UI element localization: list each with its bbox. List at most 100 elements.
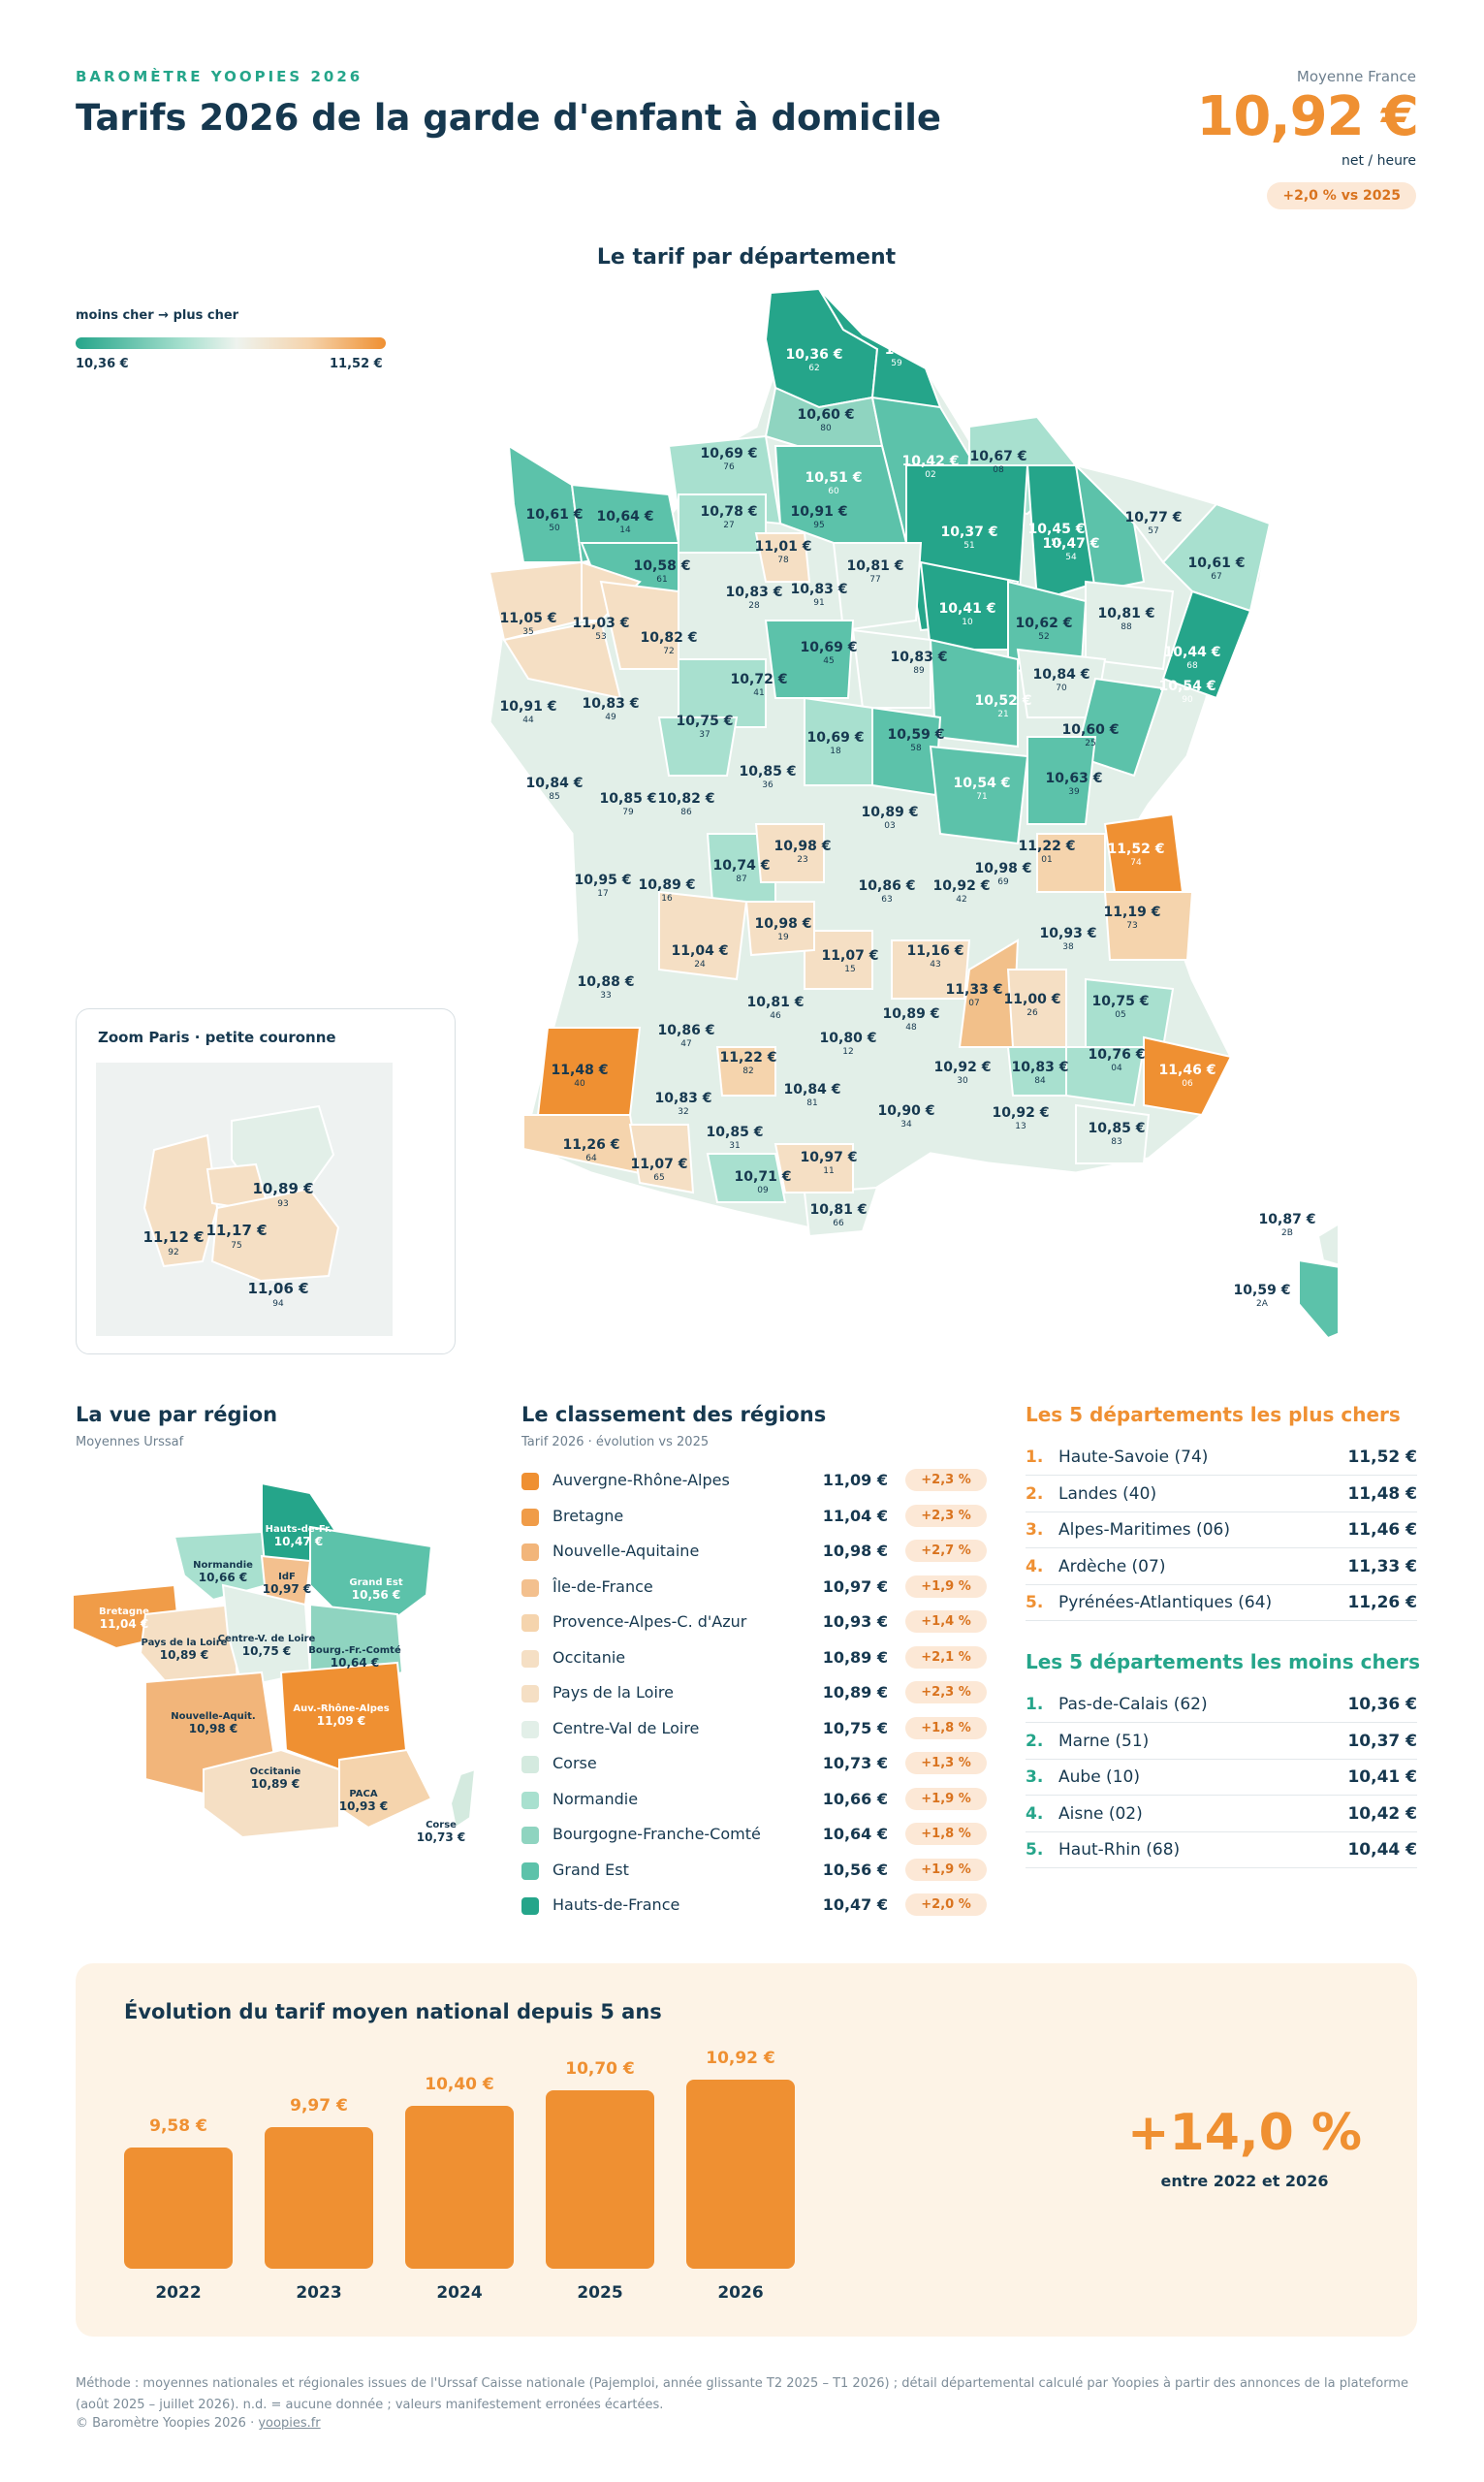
dept-05 — [1085, 977, 1175, 1048]
department-price: 11,46 € — [1347, 1520, 1417, 1540]
zoom-label-92-price: 11,12 € — [142, 1228, 204, 1246]
zoom-title: Zoom Paris · petite couronne — [98, 1029, 336, 1046]
ranking-evolution-badge: +2,3 % — [905, 1504, 987, 1527]
dept-58 — [871, 706, 942, 797]
region-label-price: 11,04 € — [100, 1617, 148, 1631]
copyright-text: © Baromètre Yoopies 2026 · — [76, 2416, 255, 2431]
region-label-name: Occitanie — [250, 1766, 301, 1777]
dept-label-2B-price: 10,87 € — [1259, 1212, 1316, 1227]
department-name: Pas-de-Calais (62) — [1058, 1695, 1208, 1714]
dept-label-34-price: 10,90 € — [878, 1103, 935, 1119]
average-value: 10,92 € — [1196, 85, 1419, 148]
dept-65 — [628, 1124, 695, 1194]
dept-label-89-price: 10,83 € — [891, 650, 948, 665]
dept-label-46-price: 10,81 € — [747, 995, 805, 1010]
ranking-evolution-badge: +1,9 % — [905, 1858, 987, 1881]
dept-label-05-price: 10,75 € — [1092, 994, 1150, 1009]
top_cheap-row: 1. Pas-de-Calais (62) 10,36 € — [1026, 1687, 1417, 1723]
region-label-name: Corse — [426, 1820, 457, 1830]
ranking-region-price: 10,89 € — [822, 1683, 888, 1702]
dept-label-52-code: 52 — [1038, 632, 1049, 642]
dept-label-67-code: 67 — [1211, 572, 1221, 582]
dept-label-82-code: 82 — [742, 1066, 753, 1076]
method-note: Méthode : moyennes nationales et régiona… — [76, 2376, 1408, 2412]
ranking-region-price: 10,66 € — [822, 1789, 888, 1808]
dept-label-53-price: 11,03 € — [573, 616, 630, 631]
dept-label-46-code: 46 — [770, 1011, 781, 1021]
ranking-region-price: 10,47 € — [822, 1895, 888, 1914]
average-change-badge: +2,0 % vs 2025 — [1267, 182, 1416, 209]
ranking-region-name: Normandie — [553, 1789, 639, 1808]
dept-label-18-price: 10,69 € — [807, 730, 865, 746]
dept-60 — [774, 445, 908, 544]
ranking-row: Nouvelle-Aquitaine 10,98 € +2,7 % — [521, 1535, 987, 1570]
dept-label-16-code: 16 — [661, 894, 673, 904]
dept-label-91-price: 10,83 € — [791, 582, 848, 597]
department-price: 10,44 € — [1347, 1840, 1417, 1860]
dept-09 — [706, 1153, 787, 1203]
rank-number: 4. — [1026, 1803, 1044, 1824]
dept-43 — [891, 939, 971, 1000]
ranking-color-swatch — [521, 1756, 539, 1773]
dept-label-59-code: 59 — [891, 359, 902, 368]
ranking-color-swatch — [521, 1791, 539, 1809]
bar-2023 — [265, 2127, 373, 2269]
dept-label-15-price: 11,07 € — [822, 948, 879, 964]
region-map-title: La vue par région — [76, 1403, 278, 1426]
dept-82 — [715, 1046, 776, 1097]
dept-label-57-price: 10,77 € — [1125, 510, 1183, 525]
region-label-price: 10,98 € — [189, 1722, 237, 1735]
dept-41 — [678, 658, 767, 728]
dept-label-2A-price: 10,59 € — [1234, 1283, 1291, 1298]
dept-label-10-price: 10,41 € — [939, 601, 996, 617]
bar-value-label: 10,40 € — [425, 2075, 494, 2095]
dept-label-68-code: 68 — [1186, 661, 1198, 671]
department-price: 11,33 € — [1347, 1556, 1417, 1576]
dept-label-39-code: 39 — [1068, 787, 1080, 797]
dept-label-26-price: 11,00 € — [1004, 992, 1061, 1007]
dept-label-78-price: 11,01 € — [755, 539, 812, 555]
region-label-price: 10,93 € — [339, 1799, 388, 1813]
dept-label-81-code: 81 — [806, 1098, 817, 1108]
rank-number: 5. — [1026, 1840, 1044, 1860]
dept-78 — [754, 532, 811, 583]
ranking-evolution-badge: +1,4 % — [905, 1610, 987, 1633]
dept-label-13-code: 13 — [1015, 1122, 1026, 1131]
department-price: 10,42 € — [1347, 1803, 1417, 1824]
dept-label-27-price: 10,78 € — [701, 504, 758, 520]
ranking-color-swatch — [521, 1508, 539, 1526]
dept-label-35-code: 35 — [522, 627, 533, 637]
dept-27 — [678, 493, 767, 554]
dept-label-48-code: 48 — [905, 1023, 917, 1033]
dept-label-41-code: 41 — [753, 688, 764, 698]
page-title: Tarifs 2026 de la garde d'enfant à domic… — [76, 97, 941, 139]
dept-label-23-code: 23 — [797, 855, 807, 865]
region-corse — [449, 1767, 477, 1830]
bar-year-label: 2023 — [296, 2283, 342, 2303]
ranking-row: Bretagne 11,04 € +2,3 % — [521, 1500, 987, 1535]
ranking-region-name: Auvergne-Rhône-Alpes — [553, 1471, 730, 1489]
dept-label-15-code: 15 — [844, 965, 855, 974]
ranking-evolution-badge: +1,9 % — [905, 1575, 987, 1598]
bar-year-label: 2024 — [436, 2283, 483, 2303]
ranking-evolution-badge: +2,0 % — [905, 1893, 987, 1916]
dept-label-86-code: 86 — [680, 808, 692, 817]
dept-label-77-price: 10,81 € — [847, 558, 904, 574]
dept-25 — [1074, 677, 1165, 778]
dept-label-43-code: 43 — [930, 960, 940, 970]
region-centre — [221, 1583, 312, 1689]
dept-label-01-code: 01 — [1041, 855, 1052, 865]
bar-2025 — [546, 2090, 654, 2269]
region-label-price: 10,97 € — [263, 1582, 311, 1596]
legend-min: 10,36 € — [76, 357, 129, 371]
ranking-row: Occitanie 10,89 € +2,1 % — [521, 1641, 987, 1676]
dept-label-28-code: 28 — [748, 601, 760, 611]
dept-label-66-price: 10,81 € — [810, 1202, 868, 1218]
top_cheap-row: 4. Aisne (02) 10,42 € — [1026, 1797, 1417, 1832]
department-price: 11,52 € — [1347, 1448, 1417, 1467]
dept-label-2B-code: 2B — [1281, 1228, 1293, 1238]
yoopies-link[interactable]: yoopies.fr — [258, 2416, 321, 2431]
ranking-color-swatch — [521, 1473, 539, 1490]
map-title: Le tarif par département — [596, 245, 897, 270]
